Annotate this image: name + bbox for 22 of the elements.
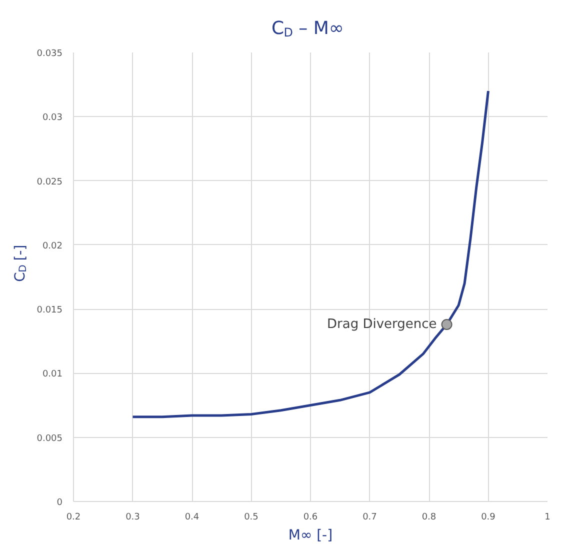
x-tick-label: 0.8 [422,512,436,522]
y-tick-label: 0.03 [42,113,63,124]
y-tick-label: 0.035 [36,49,62,59]
x-tick-label: 0.4 [184,512,200,522]
annotation: Drag Divergence [327,316,437,332]
x-tick-label: 0.7 [362,512,377,522]
x-tick-label: 0.2 [66,512,81,522]
y-tick-label: 0 [56,498,63,508]
y-tick-label: 0.025 [36,177,62,188]
x-tick-label: 1 [544,512,550,522]
x-tick-label: 0.5 [244,512,258,522]
x-tick-label: 0.6 [303,512,318,522]
line-series [132,90,490,418]
y-tick-label: 0.02 [42,241,63,252]
x-axis-title: M∞ [-] [288,528,333,544]
y-tick-label: 0.01 [42,370,63,380]
x-tick-label: 0.3 [126,512,140,522]
x-tick-label: 0.9 [481,512,496,522]
y-tick-label: 0.015 [36,306,62,316]
y-tick-label: 0.005 [36,434,62,444]
y-axis-title: CD [-] [12,244,30,282]
chart-title: CD – M∞ [271,18,344,40]
